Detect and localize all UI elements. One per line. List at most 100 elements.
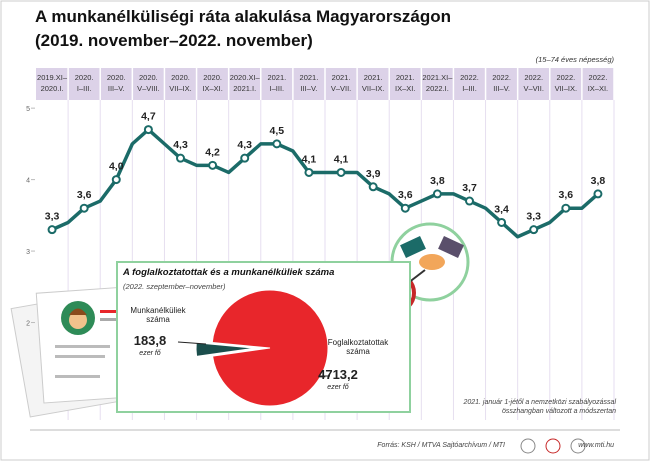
- point-marker: [561, 203, 571, 213]
- point-marker: [176, 153, 185, 163]
- x-tick-label: I–III.: [77, 84, 92, 93]
- value-label: 3,9: [366, 168, 381, 180]
- pie-title: A foglalkoztatottak és a munkanélküliek …: [122, 267, 334, 278]
- x-tick-label: 2020.: [75, 73, 94, 82]
- slice-value: 4713,2: [318, 367, 358, 382]
- pie-slice: [195, 342, 255, 357]
- point-marker: [593, 189, 603, 199]
- y-tick-label: 3: [26, 249, 30, 256]
- value-label: 4,3: [237, 139, 252, 151]
- slice-name: Foglalkoztatottak száma: [327, 338, 389, 356]
- logo: [520, 438, 536, 454]
- x-tick-label: 2020.I.: [41, 84, 64, 93]
- value-label: 4,1: [334, 153, 349, 165]
- leader-line: [177, 341, 207, 345]
- source: Forrás: KSH / MTVA Sajtóarchívum / MTI: [377, 442, 505, 449]
- x-tick-label: 2022.: [460, 73, 479, 82]
- hands: [419, 254, 445, 270]
- x-tick-label: 2021.: [300, 73, 319, 82]
- point-marker: [47, 225, 57, 235]
- x-tick-label: III–V.: [108, 84, 125, 93]
- doc-line: [100, 318, 116, 321]
- x-tick-label: I–III.: [270, 84, 285, 93]
- x-tick-label: VII–IX.: [169, 84, 192, 93]
- value-label: 3,3: [526, 211, 541, 223]
- point-marker: [336, 167, 346, 177]
- x-tick-label: I–III.: [462, 84, 477, 93]
- x-tick-label: 2020.XI–: [230, 73, 261, 82]
- point-marker: [529, 225, 539, 235]
- x-tick-label: VII–IX.: [362, 84, 385, 93]
- logo: [570, 438, 586, 454]
- x-tick-label: 2022.I.: [426, 84, 449, 93]
- point-marker: [79, 203, 89, 213]
- x-tick-label: VII–IX.: [555, 84, 578, 93]
- x-tick-label: 2020.: [139, 73, 158, 82]
- value-label: 3,7: [462, 182, 477, 194]
- value-label: 3,8: [591, 175, 606, 187]
- slice-unit: ezer fő: [327, 384, 349, 391]
- point-marker: [465, 196, 474, 206]
- point-marker: [240, 153, 250, 163]
- x-tick-label: V–VII.: [331, 84, 351, 93]
- chart-title: A munkanélküliségi ráta alakulása Magyar…: [35, 7, 451, 26]
- sleeve: [438, 236, 464, 258]
- value-label: 3,6: [398, 189, 413, 201]
- point-marker: [432, 189, 442, 199]
- method-note: 2021. január 1-jétől a nemzetközi szabál…: [463, 399, 616, 415]
- y-tick-label: 2: [26, 321, 30, 328]
- x-tick-label: 2020.: [107, 73, 126, 82]
- point-marker: [400, 203, 410, 213]
- doc-line: [55, 355, 105, 358]
- x-tick-label: IX–XI.: [202, 84, 222, 93]
- chart-subtitle: (2019. november–2022. november): [35, 31, 313, 50]
- x-tick-label: 2022.: [524, 73, 543, 82]
- point-marker: [272, 139, 282, 149]
- pie-subtitle: (2022. szeptember–november): [123, 282, 226, 291]
- x-tick-label: 2021.I.: [233, 84, 256, 93]
- x-tick-label: V–VIII.: [137, 84, 160, 93]
- doc-line: [55, 345, 110, 348]
- y-tick-label: 4: [26, 178, 30, 185]
- website: www.mti.hu: [578, 442, 614, 449]
- point-marker: [497, 217, 507, 227]
- value-label: 4,5: [270, 125, 285, 137]
- logo: [545, 438, 561, 454]
- point-marker: [208, 160, 218, 170]
- point-marker: [143, 125, 153, 135]
- doc-line: [100, 310, 120, 313]
- value-label: 3,6: [77, 189, 92, 201]
- x-tick-label: IX–XI.: [588, 84, 608, 93]
- value-label: 3,8: [430, 175, 445, 187]
- value-label: 4,7: [141, 111, 156, 123]
- x-tick-label: 2019.XI–: [37, 73, 68, 82]
- x-tick-label: 2022.: [589, 73, 608, 82]
- sleeve: [400, 236, 426, 258]
- doc-line: [55, 375, 100, 378]
- x-tick-label: 2021.: [332, 73, 351, 82]
- series-line: [51, 127, 600, 239]
- x-tick-label: III–V.: [301, 84, 318, 93]
- pie-slice-group: [211, 289, 329, 407]
- value-label: 4,2: [205, 146, 220, 158]
- value-label: 4,1: [302, 153, 317, 165]
- point-marker: [111, 175, 121, 185]
- decorations: [10, 222, 470, 418]
- pie-slice: [211, 289, 329, 407]
- x-tick-label: 2022.: [556, 73, 575, 82]
- y-tick-label: 5: [26, 106, 30, 113]
- value-label: 3,6: [559, 189, 574, 201]
- x-tick-label: IX–XI.: [395, 84, 415, 93]
- population-note: (15–74 éves népesség): [536, 55, 615, 64]
- x-tick-label: 2022.: [492, 73, 511, 82]
- avatar-hair: [69, 308, 87, 315]
- x-tick-label: 2020.: [171, 73, 190, 82]
- value-label: 3,4: [494, 203, 509, 215]
- point-marker: [304, 167, 314, 177]
- value-label: 4,3: [173, 139, 188, 151]
- x-tick-label: 2021.: [396, 73, 415, 82]
- x-tick-label: III–V.: [493, 84, 510, 93]
- slice-value: 183,8: [133, 333, 167, 348]
